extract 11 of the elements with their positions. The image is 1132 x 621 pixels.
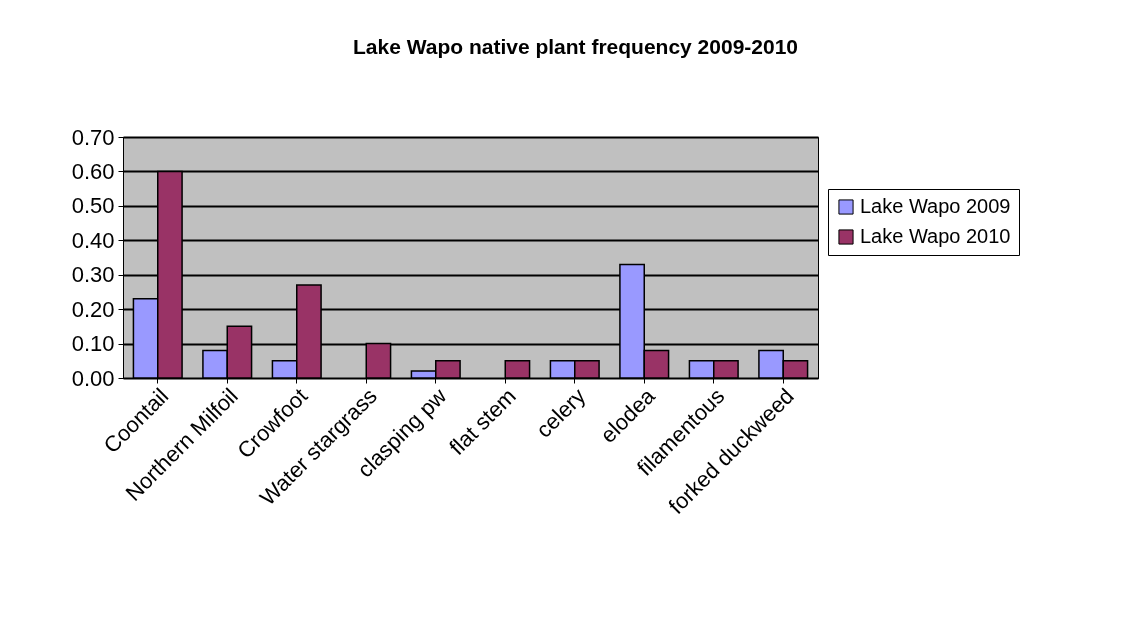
y-tick-label: 0.40	[71, 227, 115, 253]
y-tick-label: 0.10	[71, 331, 115, 357]
y-tick-label: 0.50	[71, 193, 115, 219]
legend-label: Lake Wapo 2009	[860, 195, 1011, 217]
y-tick-label: 0.30	[71, 262, 115, 288]
y-tick-label: 0.70	[71, 124, 115, 150]
chart-title: Lake Wapo native plant frequency 2009-2010	[352, 35, 799, 58]
y-tick-label: 0.60	[71, 158, 115, 184]
y-tick-label: 0.20	[71, 296, 115, 322]
legend-label: Lake Wapo 2010	[860, 225, 1011, 247]
y-tick-label: 0.00	[71, 365, 115, 391]
